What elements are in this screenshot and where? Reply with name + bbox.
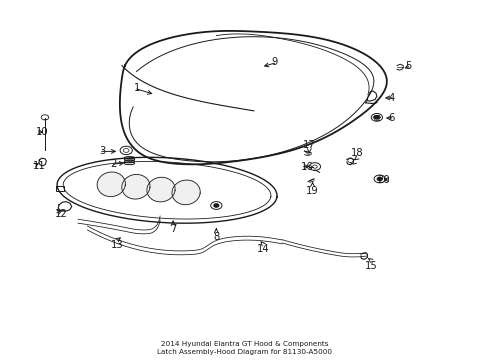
Text: 3: 3 bbox=[99, 147, 105, 156]
Polygon shape bbox=[122, 175, 150, 199]
Text: 11: 11 bbox=[33, 161, 46, 171]
Circle shape bbox=[377, 177, 381, 181]
Circle shape bbox=[214, 204, 218, 207]
Text: 7: 7 bbox=[170, 224, 176, 234]
Text: 14: 14 bbox=[256, 244, 269, 255]
Text: 1: 1 bbox=[134, 83, 140, 93]
Text: 13: 13 bbox=[110, 240, 123, 251]
Polygon shape bbox=[172, 180, 200, 205]
Text: 19: 19 bbox=[305, 186, 318, 196]
Text: 2: 2 bbox=[110, 159, 117, 169]
Polygon shape bbox=[146, 177, 175, 202]
Text: 12: 12 bbox=[54, 209, 67, 219]
Text: 18: 18 bbox=[350, 148, 363, 158]
Text: 8: 8 bbox=[213, 233, 219, 242]
Text: 17: 17 bbox=[302, 140, 315, 150]
Circle shape bbox=[374, 116, 379, 119]
Text: 4: 4 bbox=[387, 93, 394, 103]
Text: 20: 20 bbox=[377, 175, 389, 185]
Polygon shape bbox=[97, 172, 125, 197]
Text: 2014 Hyundai Elantra GT Hood & Components
Latch Assembly-Hood Diagram for 81130-: 2014 Hyundai Elantra GT Hood & Component… bbox=[157, 341, 331, 355]
Text: 15: 15 bbox=[364, 261, 377, 271]
Text: 5: 5 bbox=[404, 60, 410, 71]
Text: 9: 9 bbox=[270, 57, 277, 67]
Text: 10: 10 bbox=[36, 127, 48, 137]
Text: 16: 16 bbox=[300, 162, 313, 172]
Text: 6: 6 bbox=[387, 113, 394, 123]
